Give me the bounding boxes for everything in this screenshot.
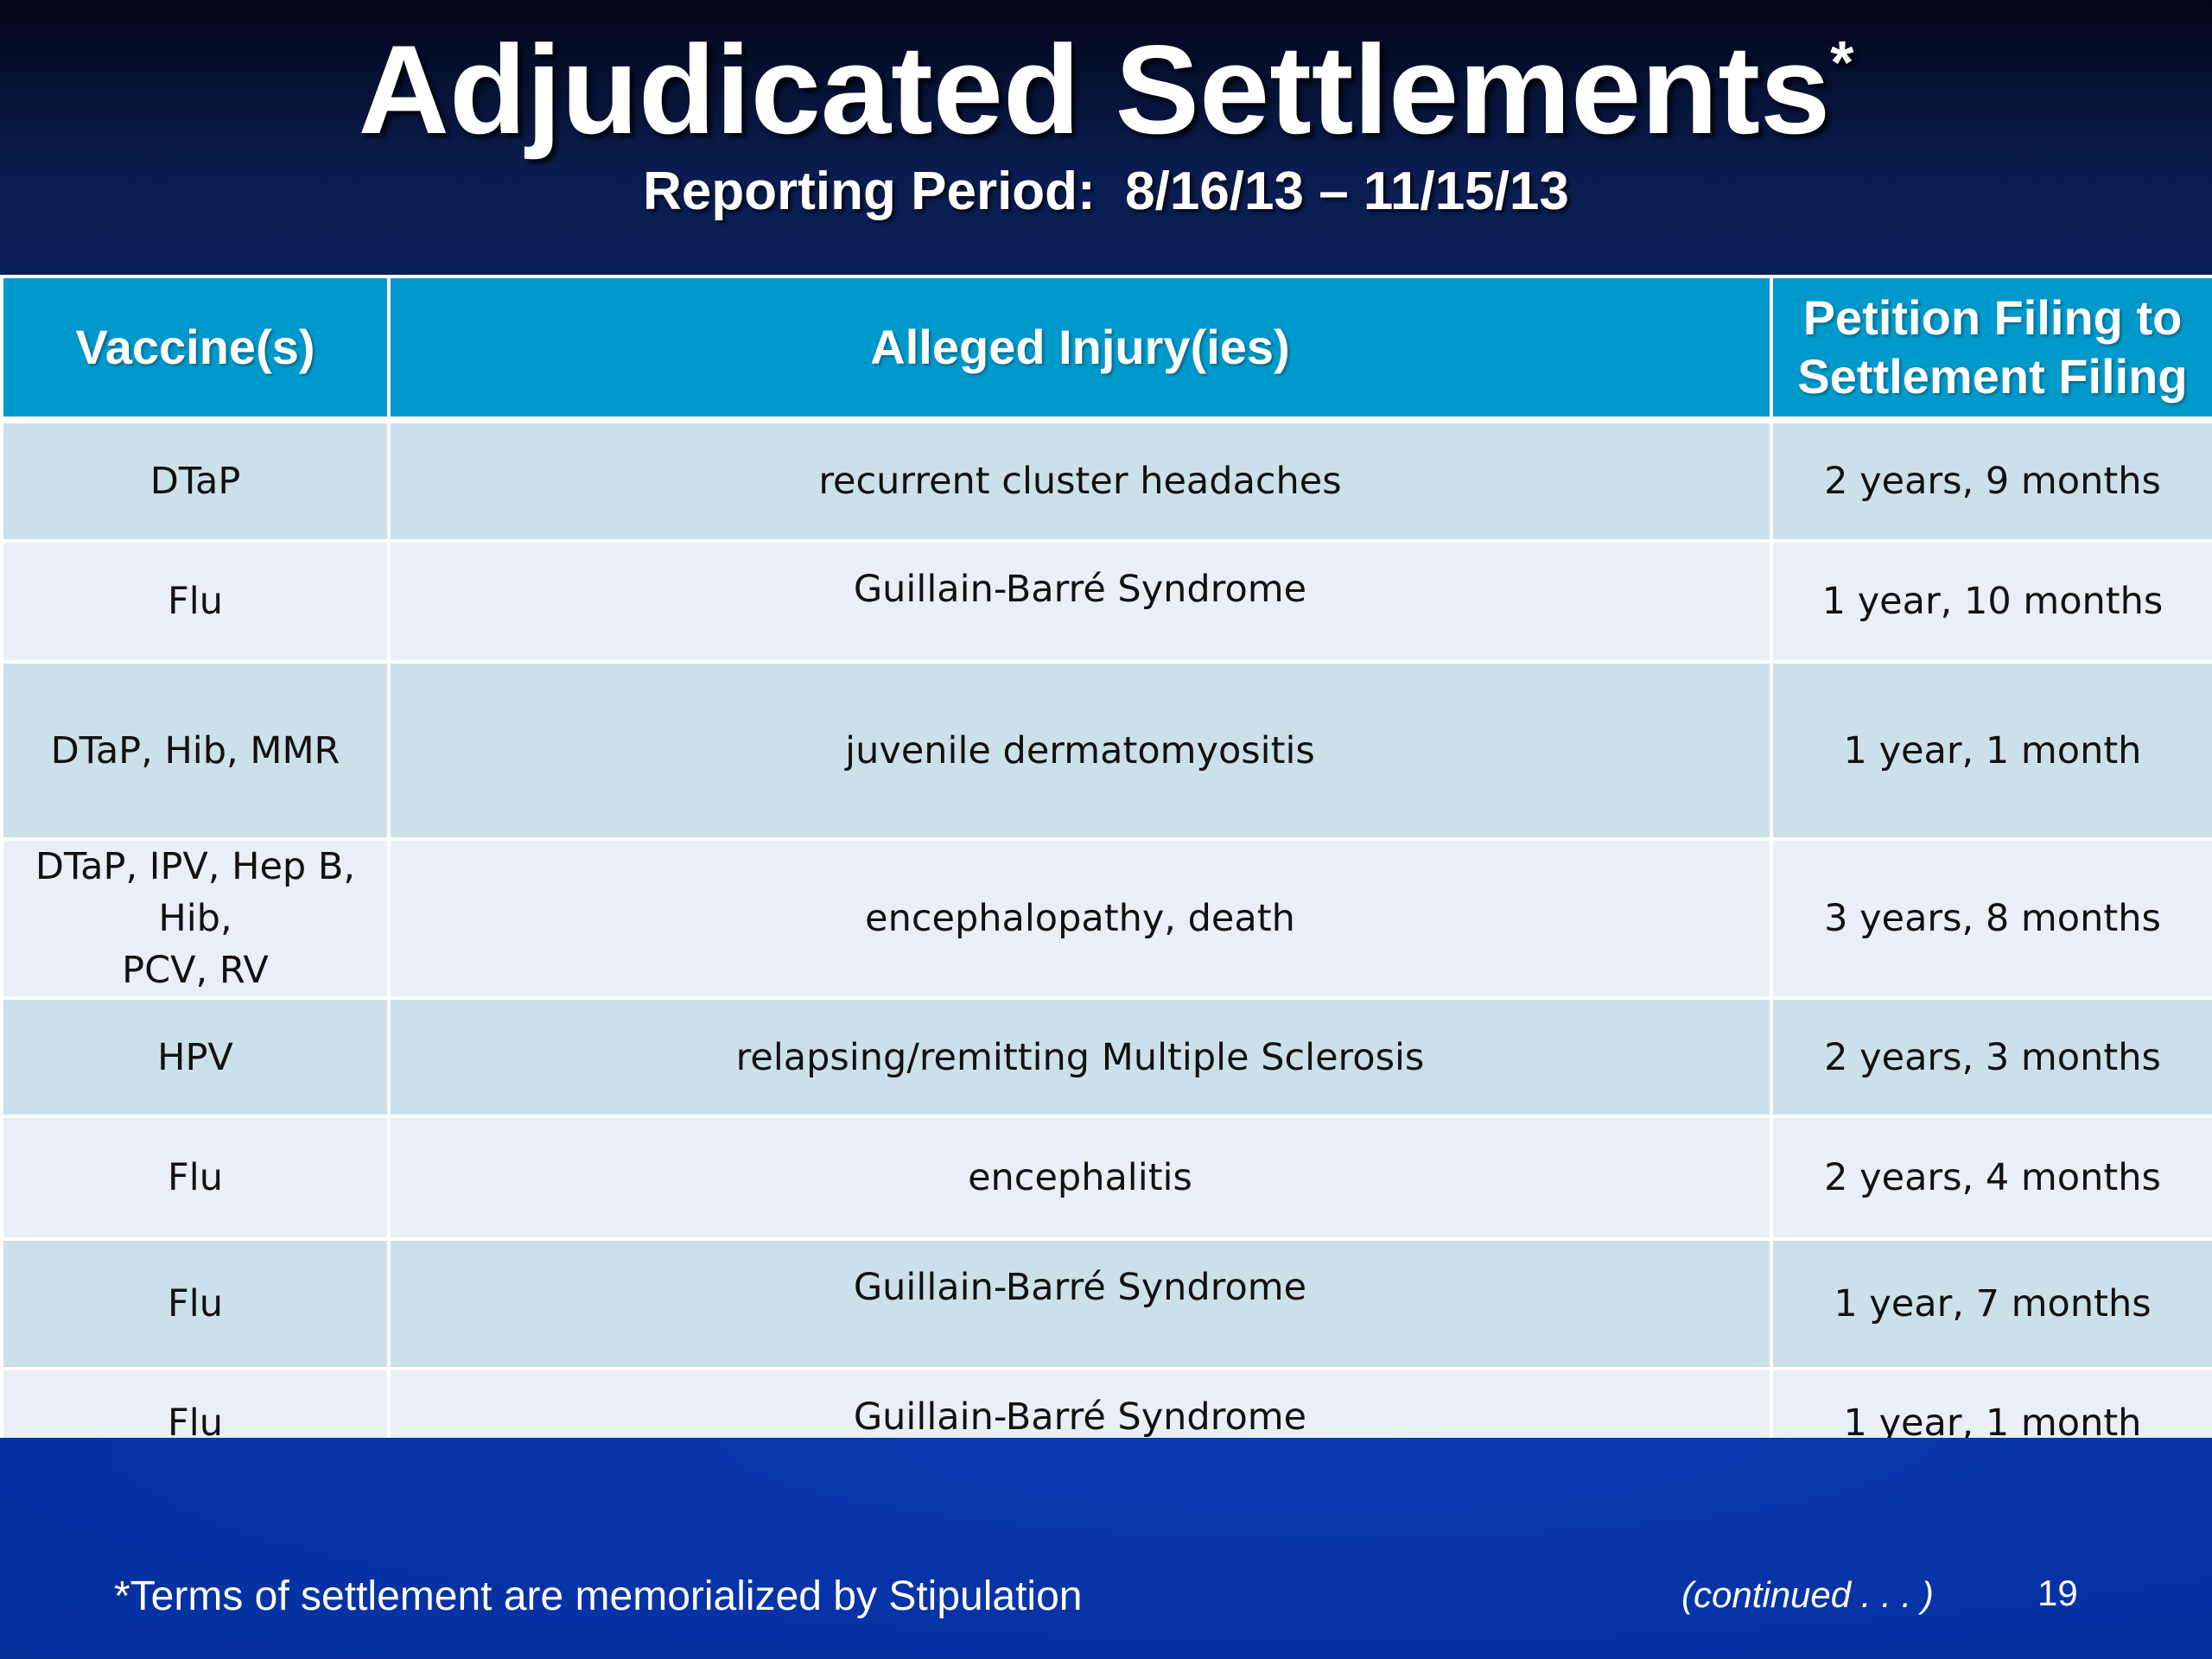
cell-vaccines: DTaP, Hib, MMR [0,660,391,841]
table-row: DTaP, IPV, Hep B, Hib, PCV, RV encephalo… [0,837,2212,1000]
column-header-duration-line1: Petition Filing to [1802,290,2183,345]
table-row: DTaP, Hib, MMR juvenile dermatomyositis … [0,660,2212,841]
cell-duration: 2 years, 9 months [1770,418,2212,543]
cell-duration: 3 years, 8 months [1770,837,2212,1000]
table-row: DTaP recurrent cluster headaches 2 years… [0,418,2212,543]
cell-injury: Guillain-Barré Syndrome [387,1237,1773,1370]
footer-band [0,1438,2212,1659]
table-row: Flu encephalitis 2 years, 4 months [0,1115,2212,1241]
continued-note: (continued . . . ) [1681,1574,1934,1615]
page-number: 19 [2037,1573,2078,1613]
slide-title: Adjudicated Settlements* [0,17,2212,162]
title-asterisk: * [1830,29,1854,97]
table-header-row: Vaccine(s) Alleged Injury(ies) Petition … [0,275,2212,423]
column-header-injuries: Alleged Injury(ies) [387,275,1773,423]
column-header-duration-line2: Settlement Filing [1797,349,2188,404]
cell-duration: 1 year, 7 months [1770,1237,2212,1370]
cell-injury: recurrent cluster headaches [387,418,1773,543]
footnote: *Terms of settlement are memorialized by… [114,1573,1083,1619]
cell-duration: 1 year, 1 month [1770,660,2212,841]
cell-injury: juvenile dermatomyositis [387,660,1773,841]
cell-duration: 2 years, 4 months [1770,1115,2212,1241]
cell-duration: 1 year, 10 months [1770,539,2212,664]
cell-injury: encephalopathy, death [387,837,1773,1000]
cell-vaccines-line1: DTaP, IPV, Hep B, Hib, [35,845,356,940]
slide-title-text: Adjudicated Settlements [358,19,1831,160]
cell-vaccines: HPV [0,996,391,1118]
cell-vaccines-line2: PCV, RV [122,949,269,992]
cell-vaccines: Flu [0,539,391,664]
cell-vaccines: DTaP [0,418,391,543]
table-row: Flu Guillain-Barré Syndrome 1 year, 7 mo… [0,1237,2212,1370]
cell-duration: 2 years, 3 months [1770,996,2212,1118]
cell-vaccines: Flu [0,1115,391,1241]
cell-vaccines: DTaP, IPV, Hep B, Hib, PCV, RV [0,837,391,1000]
cell-injury: encephalitis [387,1115,1773,1241]
cell-injury: Guillain-Barré Syndrome [387,539,1773,664]
table-row: HPV relapsing/remitting Multiple Scleros… [0,996,2212,1118]
title-area: Adjudicated Settlements* Reporting Perio… [0,0,2212,275]
column-header-duration: Petition Filing to Settlement Filing [1770,275,2212,423]
settlements-table: Vaccine(s) Alleged Injury(ies) Petition … [0,275,2212,1479]
settlements-table-container: Vaccine(s) Alleged Injury(ies) Petition … [0,275,2212,1479]
table-row: Flu Guillain-Barré Syndrome 1 year, 10 m… [0,539,2212,664]
reporting-period: Reporting Period: 8/16/13 – 11/15/13 [643,162,1569,221]
column-header-vaccines: Vaccine(s) [0,275,391,423]
cell-injury: relapsing/remitting Multiple Sclerosis [387,996,1773,1118]
cell-vaccines: Flu [0,1237,391,1370]
